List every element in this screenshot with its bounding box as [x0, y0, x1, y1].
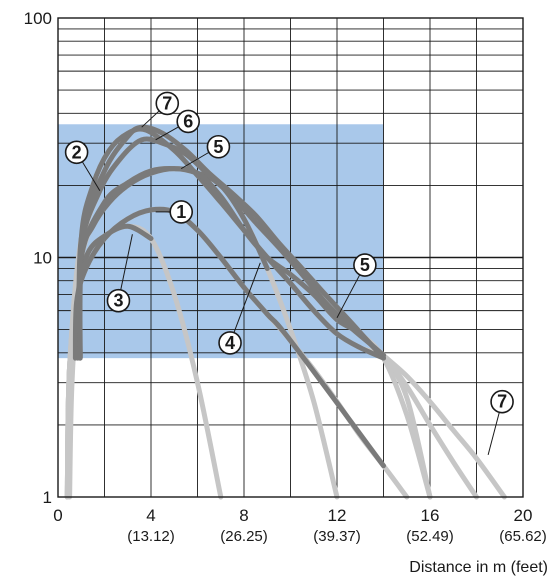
- callout-marker: [353, 253, 377, 277]
- highlight-region: [58, 124, 384, 359]
- callout-leader: [229, 262, 261, 344]
- callout-marker: [106, 288, 131, 313]
- curve-7-dark: [76, 124, 386, 361]
- x-axis-title: Distance in m (feet): [409, 559, 548, 576]
- callout-label: 4: [225, 333, 235, 353]
- x-tick-label: 0: [53, 506, 62, 525]
- x-tick-label: 4: [146, 506, 155, 525]
- curve-5-dark: [76, 165, 386, 361]
- callout-marker: [206, 134, 231, 159]
- x-tick-label: 8: [239, 506, 248, 525]
- callout-label: 6: [183, 111, 193, 131]
- callout-label: 5: [360, 255, 370, 275]
- callout-label: 7: [497, 392, 507, 412]
- plot-frame: [57, 17, 524, 498]
- x-tick-sublabel: (52.49): [406, 528, 454, 545]
- callout-marker: [155, 91, 180, 116]
- callout-marker: [176, 109, 200, 134]
- x-tick-sublabel: (26.25): [220, 528, 268, 545]
- callout-marker: [490, 389, 514, 414]
- x-tick-sublabel: (13.12): [127, 528, 175, 545]
- callout-label: 3: [113, 291, 123, 311]
- callout-label: 1: [176, 202, 186, 222]
- callout-marker: [64, 140, 89, 165]
- x-tick-label: 20: [514, 506, 533, 525]
- callout-marker: [169, 200, 194, 224]
- callout-label: 2: [72, 142, 82, 162]
- x-tick-sublabel: (39.37): [313, 528, 361, 545]
- x-tick-label: 12: [328, 506, 347, 525]
- x-tick-sublabel: (65.62): [499, 528, 547, 545]
- callout-label: 5: [213, 137, 223, 157]
- callout-label: 7: [162, 93, 172, 113]
- y-tick-label: 100: [24, 9, 52, 28]
- curve-2-dark: [77, 126, 386, 361]
- x-tick-label: 16: [421, 506, 440, 525]
- y-tick-label: 10: [33, 249, 52, 268]
- callout-marker: [218, 331, 242, 355]
- y-tick-label: 1: [43, 488, 52, 507]
